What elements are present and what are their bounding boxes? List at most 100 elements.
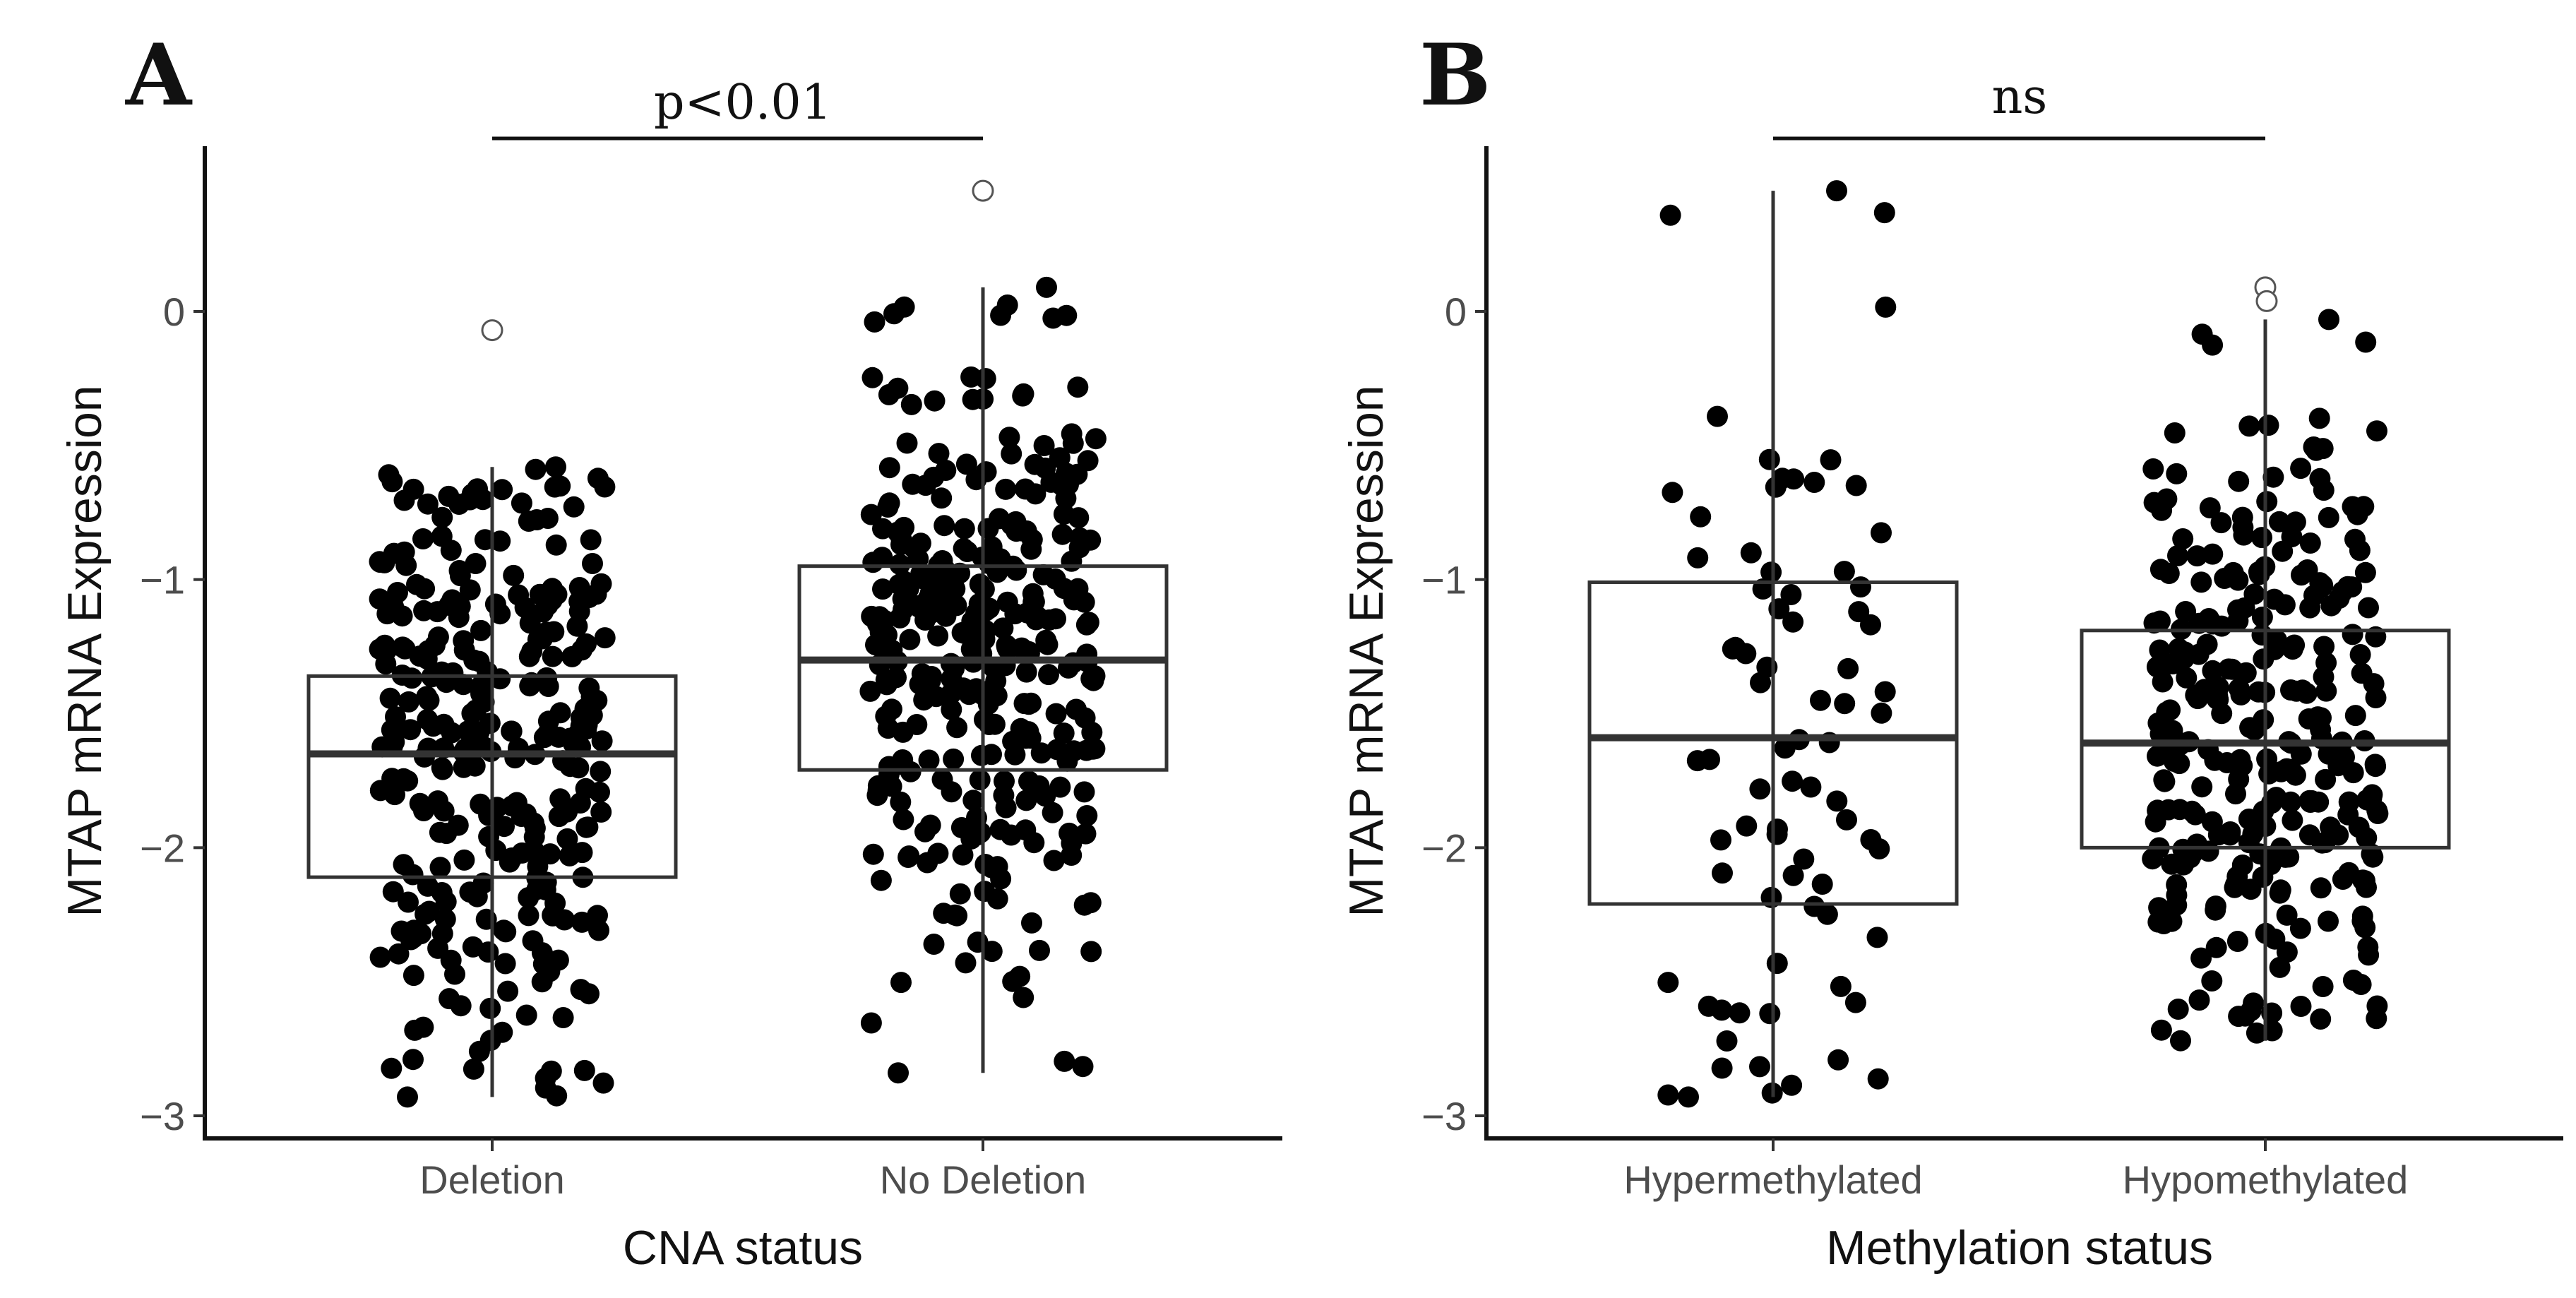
data-point <box>1659 204 1681 226</box>
data-point <box>943 748 965 770</box>
data-point <box>981 744 1002 766</box>
data-point <box>417 709 439 730</box>
data-point <box>461 483 483 505</box>
data-point <box>404 924 426 946</box>
data-point <box>549 702 571 724</box>
data-point <box>2290 996 2312 1017</box>
data-point <box>2146 656 2168 678</box>
data-point <box>590 801 612 823</box>
data-point <box>2170 1030 2191 1052</box>
data-point <box>431 757 453 779</box>
data-point <box>927 625 949 647</box>
data-point <box>1781 1074 1803 1096</box>
data-point <box>431 506 453 528</box>
data-point <box>2350 974 2372 995</box>
data-point <box>1051 523 1073 545</box>
data-point <box>2168 638 2190 660</box>
outlier-point <box>2255 290 2278 312</box>
y-tick-label: −1 <box>140 558 185 602</box>
data-point <box>1080 941 1102 963</box>
panel-a: A 0 −1 −2 −3 Deletion No Deletion p<0.01 CNA… <box>58 25 1282 1275</box>
data-point <box>967 931 989 953</box>
data-point <box>989 818 1011 840</box>
data-point <box>2167 544 2188 566</box>
data-point <box>1013 693 1035 715</box>
panel-b-significance-label: ns <box>1992 69 2048 125</box>
data-point <box>556 828 578 850</box>
data-point <box>872 578 893 600</box>
data-point <box>1816 903 1838 925</box>
data-point <box>519 612 541 634</box>
data-point <box>998 427 1020 448</box>
data-point <box>2253 648 2274 670</box>
data-point <box>2318 506 2339 528</box>
data-point <box>862 843 884 865</box>
y-tick-label: −3 <box>1421 1094 1467 1138</box>
data-point <box>416 686 438 708</box>
data-point <box>2282 638 2303 660</box>
data-point <box>1866 927 1888 948</box>
data-point <box>2240 879 2262 900</box>
data-point <box>1760 561 1782 583</box>
data-point <box>1082 738 1104 760</box>
data-point <box>2227 610 2249 631</box>
data-point <box>2356 876 2377 898</box>
data-point <box>1067 376 1089 398</box>
data-point <box>2258 415 2279 436</box>
data-point <box>2251 527 2272 549</box>
data-point <box>2207 824 2229 846</box>
data-point <box>374 634 395 656</box>
data-point <box>1690 506 1712 528</box>
data-point <box>2222 561 2244 583</box>
data-point <box>924 390 946 412</box>
y-tick-label: −2 <box>140 826 185 870</box>
data-point <box>1662 482 1683 504</box>
data-point <box>997 638 1019 660</box>
data-point <box>1803 472 1825 493</box>
data-point <box>1033 435 1055 456</box>
data-point <box>2243 583 2265 605</box>
data-point <box>453 674 475 696</box>
panel-b-boxes <box>1587 191 2451 1097</box>
data-point <box>506 792 527 814</box>
data-point <box>931 768 953 790</box>
data-point <box>2231 855 2253 876</box>
data-point <box>429 857 451 879</box>
data-point <box>590 761 612 782</box>
data-point <box>2309 468 2331 489</box>
data-point <box>2358 597 2379 619</box>
data-point <box>2190 947 2212 969</box>
data-point <box>527 629 549 650</box>
data-point <box>1793 848 1815 870</box>
data-point <box>1029 939 1050 961</box>
data-point <box>462 936 484 958</box>
data-point <box>923 934 945 955</box>
data-point <box>955 453 977 475</box>
data-point <box>2310 1008 2332 1030</box>
data-point <box>1873 202 1895 224</box>
data-point <box>393 489 415 511</box>
data-point <box>580 529 602 551</box>
y-tick-label: 0 <box>163 290 185 334</box>
data-point <box>2344 705 2366 727</box>
data-point <box>896 432 918 454</box>
data-point <box>860 504 882 525</box>
data-point <box>2349 540 2371 561</box>
data-point <box>962 824 984 846</box>
data-point <box>2284 764 2306 786</box>
data-point <box>1015 819 1037 841</box>
data-point <box>1826 790 1848 812</box>
data-point <box>439 988 460 1010</box>
data-point <box>388 943 410 965</box>
iqr-box <box>797 564 1169 772</box>
data-point <box>1080 668 1102 690</box>
data-point <box>1678 1086 1699 1108</box>
data-point <box>1001 514 1022 536</box>
data-point <box>1850 576 1871 598</box>
data-point <box>1015 790 1037 811</box>
data-point <box>918 749 940 771</box>
data-point <box>429 821 451 843</box>
data-point <box>990 868 1012 890</box>
data-point <box>974 854 996 875</box>
data-point <box>1740 542 1762 564</box>
